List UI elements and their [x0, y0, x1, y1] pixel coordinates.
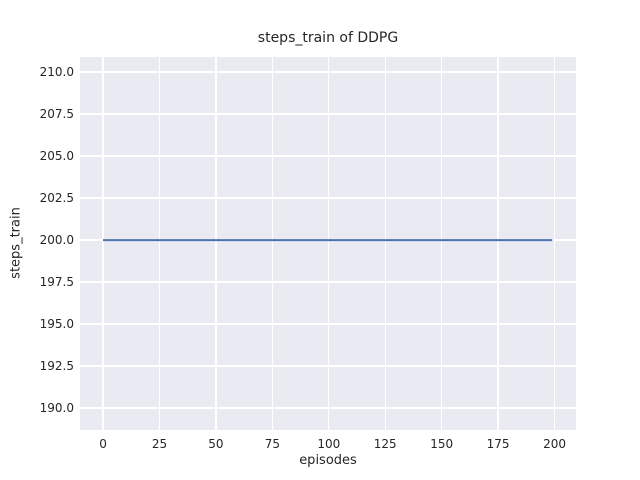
series-layer	[103, 239, 553, 242]
y-gridline	[80, 323, 576, 325]
x-gridline	[497, 57, 499, 430]
y-gridline	[80, 281, 576, 283]
x-tick-label: 75	[264, 437, 280, 451]
x-gridline	[158, 57, 161, 430]
y-tick-label: 197.5	[39, 275, 74, 290]
y-gridline	[80, 407, 576, 409]
y-tick-label: 205.0	[39, 149, 74, 164]
x-tick-label: 0	[99, 437, 107, 451]
x-gridline	[271, 57, 274, 430]
y-gridline	[80, 365, 576, 367]
x-tick-label: 200	[543, 437, 566, 451]
x-gridline	[440, 57, 443, 430]
y-tick-label: 202.5	[39, 191, 74, 206]
x-axis-label: episodes	[299, 453, 357, 468]
x-gridline	[384, 57, 386, 430]
chart-title: steps_train of DDPG	[257, 30, 399, 46]
y-gridline	[80, 197, 576, 199]
y-tick-label: 200.0	[39, 233, 74, 248]
x-tick-label: 100	[317, 437, 341, 451]
y-tick-label: 195.0	[39, 317, 74, 332]
x-gridline	[102, 57, 104, 430]
x-tick-label: 175	[486, 437, 510, 451]
y-gridline	[80, 113, 576, 115]
plot-area	[80, 57, 576, 430]
y-gridline	[80, 155, 576, 157]
x-tick-label: 50	[208, 437, 224, 451]
y-tick-label: 190.0	[39, 401, 74, 416]
y-tick-label: 210.0	[39, 65, 74, 80]
x-tick-label: 150	[430, 437, 454, 451]
x-tick-label: 125	[373, 437, 397, 451]
x-tick-label: 25	[151, 437, 168, 451]
y-tick-label: 192.5	[39, 359, 74, 374]
y-tick-label: 207.5	[39, 107, 74, 122]
x-gridline	[328, 57, 330, 430]
x-gridline	[215, 57, 217, 430]
x-gridline	[553, 57, 556, 430]
y-gridline	[80, 71, 576, 73]
